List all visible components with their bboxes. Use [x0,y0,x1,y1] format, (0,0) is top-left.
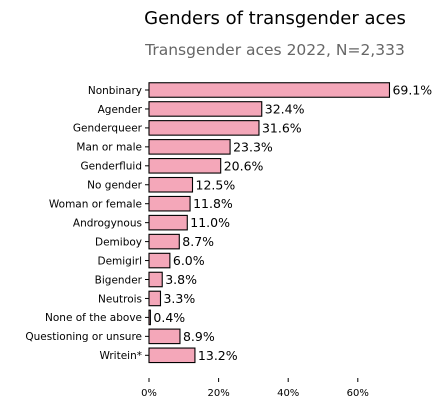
bar-demiboy [148,233,180,250]
category-label: Agender [98,104,143,116]
category-label: Demigirl [97,255,142,267]
value-label: 11.0% [190,215,230,230]
category-label: Man or male [76,142,142,154]
category-label: Genderfluid [80,161,142,173]
value-label: 13.2% [198,348,238,363]
bar-neutrois [148,290,162,307]
category-label: Nonbinary [88,85,142,97]
bar-agender [148,101,263,117]
value-label: 0.4% [153,310,185,325]
bar-genderqueer [148,120,260,136]
value-label: 8.7% [182,234,214,249]
bar-androgynous [148,214,188,231]
x-tick-label: 40% [277,388,299,399]
chart-subtitle: Transgender aces 2022, N=2,333 [145,41,405,59]
chart-title: Genders of transgender aces [144,8,406,29]
value-label: 31.6% [262,120,302,135]
value-label: 8.9% [183,329,215,344]
bar-bigender [148,271,163,288]
value-label: 20.6% [224,158,264,173]
category-label: None of the above [45,312,142,324]
category-label: No gender [87,180,143,192]
bar-nonbinary [148,82,391,98]
category-label: Woman or female [49,199,142,211]
x-tick-label: 20% [207,388,229,399]
x-tick-label: 60% [347,388,369,399]
bar-genderfluid [148,158,222,174]
bar-demigirl [148,252,171,269]
bar-questioning-or-unsure [148,328,181,345]
value-label: 23.3% [233,139,273,154]
category-label: Questioning or unsure [25,331,142,343]
value-label: 11.8% [193,196,233,211]
category-label: Androgynous [73,217,142,229]
value-label: 3.3% [163,291,195,306]
value-label: 6.0% [173,253,205,268]
category-label: Neutrois [98,293,142,305]
value-label: 69.1% [392,83,432,98]
category-label: Bigender [95,274,143,286]
value-label: 3.8% [165,272,197,287]
value-label: 32.4% [265,101,305,116]
bar-no-gender [148,176,194,193]
value-label: 12.5% [196,177,236,192]
bar-woman-or-female [148,195,191,212]
bar-none-of-the-above [148,309,151,326]
category-label: Writein* [99,350,142,362]
x-tick-label: 0% [141,388,157,399]
category-label: Genderqueer [73,123,143,135]
bar-man-or-male [148,139,231,155]
category-label: Demiboy [95,236,142,248]
bar-writein [148,347,196,364]
